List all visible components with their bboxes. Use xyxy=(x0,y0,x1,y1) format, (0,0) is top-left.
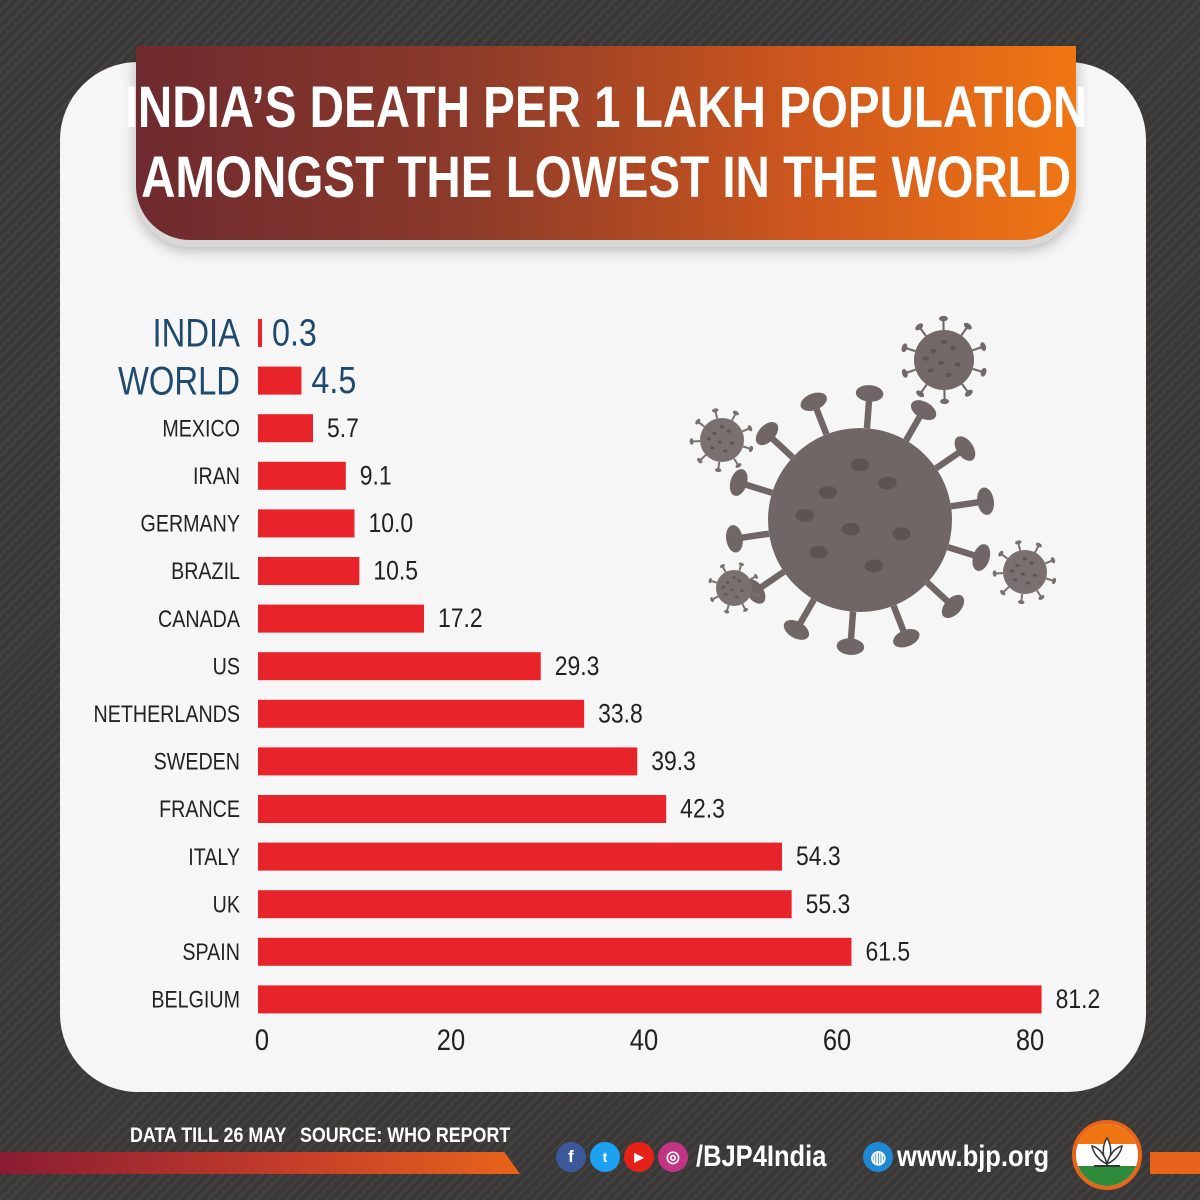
footer-stripe-right xyxy=(1150,1152,1200,1174)
lotus-logo xyxy=(1072,1120,1142,1190)
source-note: SOURCE: WHO REPORT xyxy=(300,1124,511,1147)
category-label-uk: UK xyxy=(213,891,241,918)
value-label-belgium: 81.2 xyxy=(1056,984,1101,1014)
title-line-2: AMONGST THE LOWEST IN THE WORLD xyxy=(140,145,1072,210)
category-label-france: FRANCE xyxy=(159,795,240,822)
category-label-brazil: BRAZIL xyxy=(171,557,240,584)
globe-icon: ◍ xyxy=(863,1142,894,1172)
category-label-italy: ITALY xyxy=(188,843,240,870)
x-tick-label-40: 40 xyxy=(630,1023,658,1056)
bar-spain xyxy=(258,937,852,966)
virus-illustration xyxy=(689,315,1057,655)
bar-netherlands xyxy=(258,699,585,728)
x-tick-label-80: 80 xyxy=(1016,1023,1044,1056)
x-tick-label-0: 0 xyxy=(255,1023,269,1056)
bar-belgium xyxy=(258,985,1042,1014)
social-links: f t ▶ ◎ /BJP4India ◍ www.bjp.org xyxy=(556,1140,1076,1174)
value-label-mexico: 5.7 xyxy=(327,413,359,443)
value-label-uk: 55.3 xyxy=(806,889,851,919)
category-label-spain: SPAIN xyxy=(182,938,240,965)
category-label-india: INDIA xyxy=(153,311,241,356)
value-label-brazil: 10.5 xyxy=(373,556,418,586)
bar-us xyxy=(258,652,541,681)
bar-india xyxy=(258,319,262,347)
category-label-mexico: MEXICO xyxy=(162,415,240,442)
value-label-spain: 61.5 xyxy=(865,937,910,967)
facebook-icon[interactable]: f xyxy=(556,1142,586,1172)
bar-sweden xyxy=(258,747,638,776)
instagram-icon[interactable]: ◎ xyxy=(658,1142,688,1172)
bar-france xyxy=(258,795,667,823)
category-label-us: US xyxy=(213,653,240,680)
bar-mexico xyxy=(258,414,314,443)
value-label-france: 42.3 xyxy=(680,794,725,824)
title-banner: INDIA’S DEATH PER 1 LAKH POPULATION AMON… xyxy=(125,46,1087,240)
bar-world xyxy=(258,366,302,395)
x-tick-label-60: 60 xyxy=(823,1023,851,1056)
x-tick-label-20: 20 xyxy=(437,1023,465,1056)
bar-italy xyxy=(258,842,782,871)
value-label-us: 29.3 xyxy=(555,651,600,681)
bar-germany xyxy=(258,509,355,538)
website-link[interactable]: www.bjp.org xyxy=(897,1140,1050,1173)
footer-stripe-left xyxy=(0,1152,520,1174)
value-label-canada: 17.2 xyxy=(438,604,483,634)
value-label-germany: 10.0 xyxy=(369,508,414,538)
value-label-india: 0.3 xyxy=(272,312,317,354)
category-label-belgium: BELGIUM xyxy=(151,986,240,1013)
category-label-netherlands: NETHERLANDS xyxy=(94,700,240,727)
category-label-germany: GERMANY xyxy=(141,510,241,537)
youtube-icon[interactable]: ▶ xyxy=(624,1142,654,1172)
value-label-italy: 54.3 xyxy=(796,842,841,872)
category-label-world: WORLD xyxy=(118,358,240,403)
bar-brazil xyxy=(258,557,360,585)
value-label-netherlands: 33.8 xyxy=(598,699,643,729)
category-label-iran: IRAN xyxy=(193,462,240,489)
category-label-canada: CANADA xyxy=(158,605,240,632)
bar-iran xyxy=(258,461,346,490)
twitter-icon[interactable]: t xyxy=(590,1142,620,1172)
value-label-world: 4.5 xyxy=(311,360,356,402)
value-label-sweden: 39.3 xyxy=(651,746,696,776)
value-label-iran: 9.1 xyxy=(360,461,392,491)
bar-canada xyxy=(258,604,424,633)
social-handle[interactable]: /BJP4India xyxy=(696,1140,827,1173)
bar-uk xyxy=(258,890,792,919)
data-date-note: DATA TILL 26 MAY xyxy=(130,1124,287,1147)
title-line-1: INDIA’S DEATH PER 1 LAKH POPULATION xyxy=(124,75,1088,140)
category-label-sweden: SWEDEN xyxy=(154,748,240,775)
